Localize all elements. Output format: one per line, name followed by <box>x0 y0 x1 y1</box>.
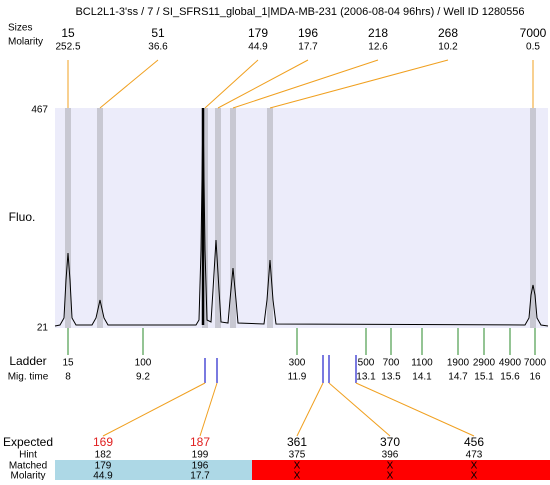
hint-size: 199 <box>192 450 209 461</box>
peak-molarity: 17.7 <box>298 42 318 53</box>
hint-size: 396 <box>382 450 399 461</box>
matched-molarity: X <box>471 471 478 480</box>
peak-size: 179 <box>248 26 268 40</box>
peak-size: 15 <box>61 26 75 40</box>
ladder-time: 11.9 <box>288 372 307 383</box>
y-max: 467 <box>31 105 48 116</box>
ladder-time: 9.2 <box>136 372 150 383</box>
peak-size: 51 <box>151 26 165 40</box>
ladder-time: 15.1 <box>474 372 494 383</box>
molarity-row-label: Molarity <box>10 471 45 480</box>
expected-size: 361 <box>287 435 307 449</box>
ladder-size: 700 <box>383 358 400 369</box>
matched-label: Matched <box>9 461 47 472</box>
peak-link <box>99 59 159 109</box>
peak-band <box>267 108 273 328</box>
peak-molarity: 10.2 <box>438 42 458 53</box>
hint-label: Hint <box>19 450 37 461</box>
peak-molarity: 0.5 <box>526 42 540 53</box>
peak-molarity: 44.9 <box>248 42 268 53</box>
expected-label: Expected <box>3 435 53 449</box>
ladder-size: 2900 <box>473 358 496 369</box>
peak-band <box>97 108 103 328</box>
ladder-size: 1900 <box>447 358 470 369</box>
ladder-time: 13.5 <box>381 372 401 383</box>
matched-size: X <box>387 461 394 472</box>
hint-size: 182 <box>95 450 112 461</box>
matched-molarity: X <box>294 471 301 480</box>
peak-band <box>230 108 236 328</box>
ladder-time: 14.7 <box>448 372 468 383</box>
peak-size: 196 <box>298 26 318 40</box>
peak-link <box>204 59 259 109</box>
peak-size: 7000 <box>520 26 547 40</box>
ladder-size: 15 <box>62 358 74 369</box>
ladder-size: 4900 <box>499 358 522 369</box>
ladder-time: 8 <box>65 372 71 383</box>
peak-link <box>232 59 379 109</box>
peak-size: 268 <box>438 26 458 40</box>
peak-molarity: 36.6 <box>148 42 168 53</box>
y-label: Fluo. <box>9 210 36 224</box>
molarity-label: Molarity <box>8 37 43 48</box>
ladder-time: 16 <box>529 372 541 383</box>
matched-molarity: 44.9 <box>93 471 113 480</box>
ladder-size: 500 <box>358 358 375 369</box>
peak-molarity: 12.6 <box>368 42 388 53</box>
peak-band <box>65 108 71 328</box>
peak-molarity: 252.5 <box>55 42 80 53</box>
hint-size: 375 <box>289 450 306 461</box>
matched-molarity: 17.7 <box>190 471 210 480</box>
peak-band <box>215 108 221 328</box>
fragment-markers <box>204 355 357 383</box>
plot-area <box>55 108 548 328</box>
expected-size: 370 <box>380 435 400 449</box>
unmatched-bg <box>252 460 550 480</box>
hint-size: 473 <box>466 450 483 461</box>
ladder-size: 300 <box>289 358 306 369</box>
ladder-size: 100 <box>135 358 152 369</box>
sizes-label: Sizes <box>8 23 32 34</box>
matched-bg <box>55 460 252 480</box>
ladder-time: 13.1 <box>356 372 376 383</box>
trace <box>54 107 549 327</box>
matched-size: X <box>294 461 301 472</box>
title: BCL2L1-3'ss / 7 / SI_SFRS11_global_1|MDA… <box>75 6 524 18</box>
matched-size: X <box>471 461 478 472</box>
expected-links <box>102 382 475 437</box>
matched-size: 179 <box>95 461 112 472</box>
matched-size: 196 <box>192 461 209 472</box>
peak-band <box>530 108 536 328</box>
expected-size: 187 <box>190 435 210 449</box>
ladder-size: 7000 <box>524 358 547 369</box>
peak-size: 218 <box>368 26 388 40</box>
peak-link <box>269 59 449 109</box>
ladder-label: Ladder <box>9 354 46 368</box>
peak-link <box>217 59 309 109</box>
mig-time-label: Mig. time <box>8 372 49 383</box>
expected-size: 456 <box>464 435 484 449</box>
y-min: 21 <box>37 323 49 334</box>
matched-molarity: X <box>387 471 394 480</box>
ladder-time: 14.1 <box>412 372 432 383</box>
ladder-time: 15.6 <box>500 372 520 383</box>
ladder-size: 1100 <box>411 358 433 369</box>
expected-size: 169 <box>93 435 113 449</box>
